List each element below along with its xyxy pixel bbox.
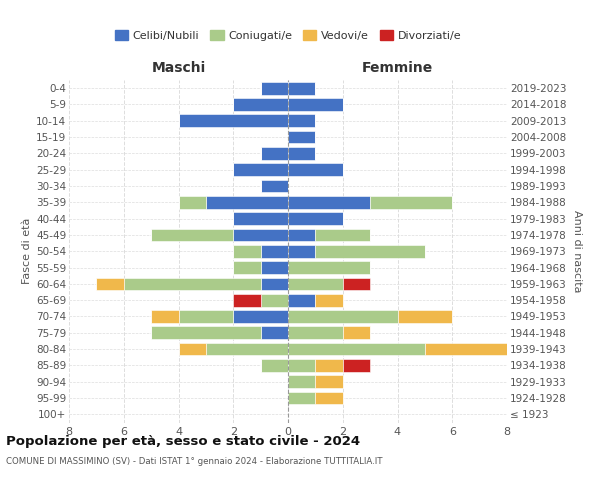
Bar: [151, 326, 260, 339]
Bar: [288, 392, 316, 404]
Bar: [233, 294, 260, 306]
Text: Maschi: Maschi: [151, 61, 206, 75]
Bar: [97, 278, 124, 290]
Bar: [179, 114, 288, 127]
Bar: [124, 278, 260, 290]
Bar: [233, 228, 288, 241]
Bar: [260, 245, 288, 258]
Bar: [288, 130, 316, 143]
Bar: [288, 196, 370, 208]
Bar: [288, 310, 398, 323]
Bar: [233, 212, 288, 225]
Bar: [316, 228, 370, 241]
Bar: [288, 228, 316, 241]
Y-axis label: Fasce di età: Fasce di età: [22, 218, 32, 284]
Bar: [316, 359, 343, 372]
Bar: [233, 261, 260, 274]
Bar: [288, 82, 316, 94]
Bar: [288, 294, 316, 306]
Bar: [370, 196, 452, 208]
Text: Popolazione per età, sesso e stato civile - 2024: Popolazione per età, sesso e stato civil…: [6, 435, 360, 448]
Bar: [179, 310, 233, 323]
Y-axis label: Anni di nascita: Anni di nascita: [572, 210, 582, 292]
Bar: [233, 164, 288, 176]
Bar: [288, 342, 425, 355]
Bar: [425, 342, 507, 355]
Bar: [260, 261, 288, 274]
Bar: [343, 359, 370, 372]
Legend: Celibi/Nubili, Coniugati/e, Vedovi/e, Divorziati/e: Celibi/Nubili, Coniugati/e, Vedovi/e, Di…: [110, 26, 466, 46]
Bar: [288, 114, 316, 127]
Bar: [260, 278, 288, 290]
Bar: [316, 245, 425, 258]
Bar: [343, 278, 370, 290]
Bar: [316, 294, 343, 306]
Bar: [233, 310, 288, 323]
Bar: [343, 326, 370, 339]
Bar: [179, 196, 206, 208]
Bar: [260, 180, 288, 192]
Bar: [288, 261, 370, 274]
Bar: [206, 342, 288, 355]
Bar: [288, 326, 343, 339]
Bar: [260, 326, 288, 339]
Bar: [398, 310, 452, 323]
Bar: [260, 82, 288, 94]
Bar: [179, 342, 206, 355]
Bar: [288, 245, 316, 258]
Bar: [288, 278, 343, 290]
Text: COMUNE DI MASSIMINO (SV) - Dati ISTAT 1° gennaio 2024 - Elaborazione TUTTITALIA.: COMUNE DI MASSIMINO (SV) - Dati ISTAT 1°…: [6, 458, 383, 466]
Bar: [260, 294, 288, 306]
Bar: [288, 376, 316, 388]
Bar: [288, 98, 343, 111]
Bar: [288, 147, 316, 160]
Bar: [288, 164, 343, 176]
Bar: [151, 310, 179, 323]
Bar: [233, 245, 260, 258]
Bar: [206, 196, 288, 208]
Bar: [151, 228, 233, 241]
Bar: [316, 376, 343, 388]
Text: Femmine: Femmine: [362, 61, 433, 75]
Bar: [288, 359, 316, 372]
Bar: [288, 212, 343, 225]
Bar: [260, 359, 288, 372]
Bar: [233, 98, 288, 111]
Bar: [316, 392, 343, 404]
Bar: [260, 147, 288, 160]
